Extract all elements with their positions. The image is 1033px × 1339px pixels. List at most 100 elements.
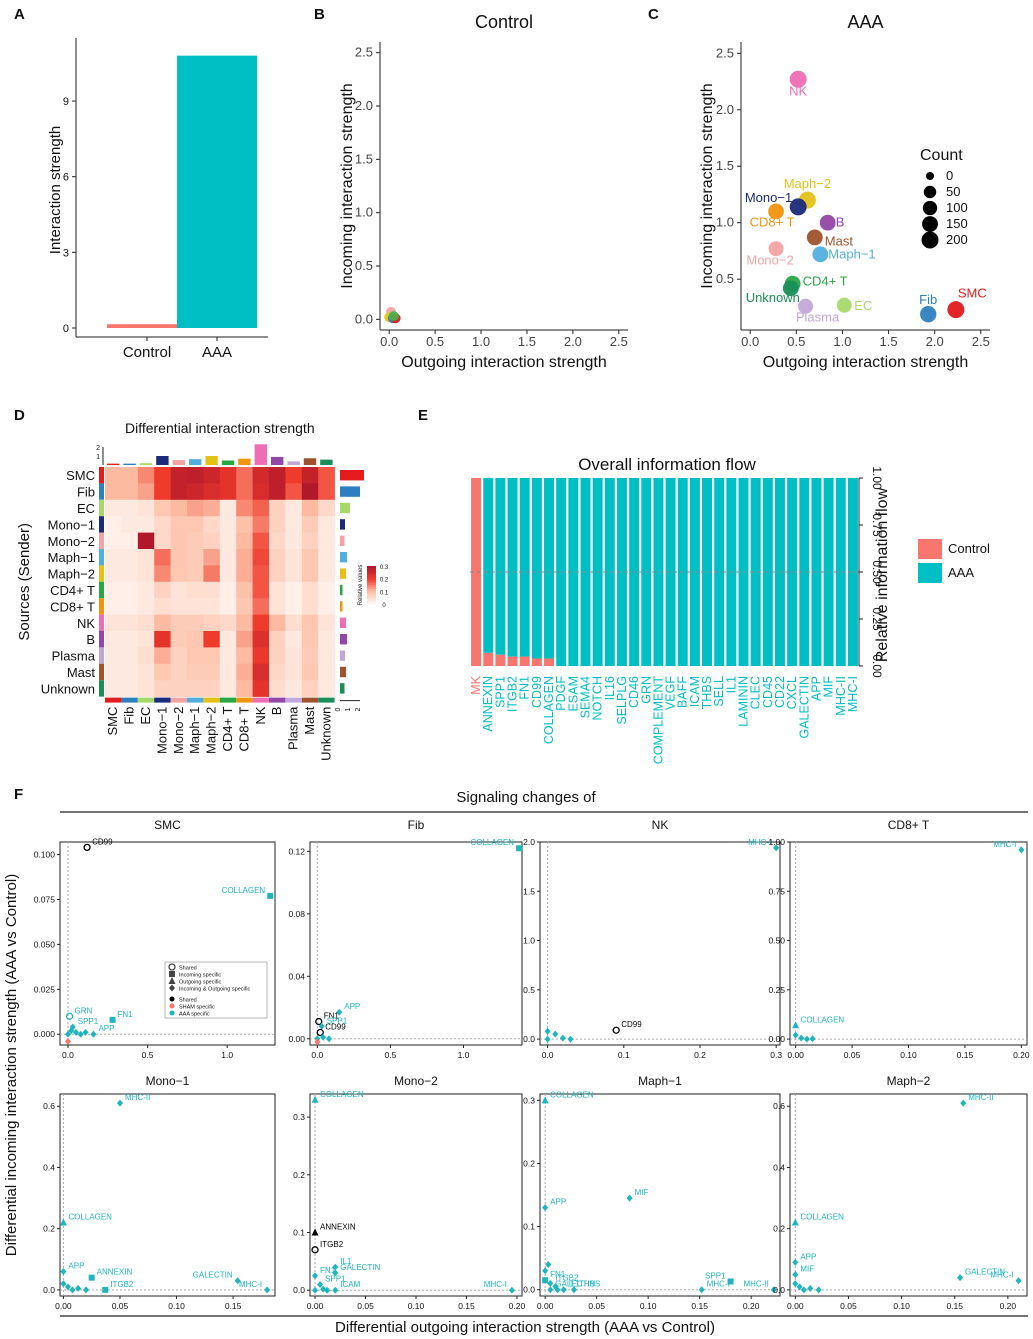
d-heat-cell	[203, 680, 221, 697]
c-point-b	[819, 214, 836, 231]
e-bar-control-collagen	[544, 658, 554, 666]
f-point	[60, 1280, 67, 1288]
d-heat-cell	[203, 663, 221, 681]
c-y-tick-label: 2.0	[716, 102, 734, 117]
d-heat-cell	[137, 467, 155, 484]
f-x-tick-label: 0.5	[384, 1050, 396, 1060]
f-point	[559, 1034, 566, 1042]
f-point-label: MHC-I	[990, 1271, 1013, 1280]
d-heat-cell	[301, 532, 319, 550]
f-point-label: FN1	[320, 1266, 336, 1275]
d-heat-cell	[187, 598, 204, 615]
c-x-tick-label: 0.5	[787, 334, 805, 349]
d-heat-cell	[203, 565, 221, 583]
d-heat-cell	[105, 467, 122, 484]
d-heat-cell	[121, 565, 139, 583]
f-point-label: MHC-II	[968, 1093, 993, 1102]
f-point	[552, 1030, 559, 1038]
d-heat-cell	[203, 532, 221, 550]
d-col-label: Maph−1	[187, 707, 202, 754]
d-row-label: NK	[77, 616, 95, 631]
d-heat-cell	[203, 499, 221, 517]
f-x-tick-label: 0.05	[588, 1301, 605, 1311]
f-subplot-cd8-t: CD8+ T 0.00 0.05 0.10 0.15 0.20 0.00 0.25 0.50 0.…	[768, 818, 1029, 1060]
f-y-tick-label: 0.3	[523, 1095, 535, 1105]
f-subplot-mono-2: Mono−2 0.00 0.05 0.10 0.15 0.20 0.0 0.1 0.2 0.3 CO…	[293, 1074, 525, 1311]
f-subplot-frame	[789, 1093, 1028, 1297]
d-heat-cell	[269, 581, 286, 599]
e-bar-aaa-fn1	[519, 478, 530, 657]
f-x-tick-label: 0.10	[893, 1301, 910, 1311]
d-heat-cell	[236, 516, 253, 533]
d-heat-cell	[252, 483, 270, 501]
c-point-mono-2	[768, 241, 784, 257]
d-row-color-strip	[99, 598, 104, 615]
e-bar-aaa-il16	[604, 478, 615, 666]
f-point	[554, 1286, 561, 1294]
f-x-tick-label: 0.10	[408, 1301, 425, 1311]
e-x-tick-label: THBS	[700, 676, 714, 709]
f-y-tick-label: 0.6	[773, 1101, 785, 1111]
f-y-tick-label: 0.075	[34, 894, 56, 904]
d-heat-cell	[318, 467, 335, 484]
c-x-tick-label: 2.5	[972, 334, 990, 349]
e-y-tick-label: 0.75	[870, 513, 884, 537]
e-bar-aaa-thbs	[702, 478, 713, 666]
f-x-tick-label: 0.00	[787, 1301, 804, 1311]
f-y-tick-label: 0.3	[293, 1112, 305, 1122]
e-x-tick-label: APP	[809, 676, 823, 701]
f-legend-shape-key	[168, 963, 176, 971]
c-x-tick-label: 1.0	[833, 334, 851, 349]
d-col-label: EC	[138, 707, 153, 725]
f-y-tick-label: 0.100	[34, 850, 56, 860]
d-heat-cell	[252, 598, 270, 615]
e-x-tick-label: MK	[469, 675, 483, 694]
f-x-tick-label: 0.00	[307, 1301, 324, 1311]
d-heat-cell	[170, 581, 188, 599]
d-col-color-strip	[236, 697, 253, 703]
f-point-label: FN1	[118, 1010, 134, 1019]
e-x-tick-label: VEGF	[664, 676, 678, 710]
d-col-color-strip	[269, 697, 286, 703]
d-heat-cell	[236, 532, 253, 550]
e-x-tick-label: CD22	[773, 676, 787, 708]
d-heat-cell	[285, 516, 303, 533]
d-heat-cell	[137, 598, 155, 615]
d-heat-cell	[236, 598, 253, 615]
d-row-sum-bar	[340, 502, 350, 514]
f-y-tick-label: 0.0	[523, 1034, 535, 1044]
f-point	[773, 844, 780, 852]
d-legend-gradient-step	[367, 602, 376, 605]
d-heat-cell	[285, 549, 303, 566]
c-legend-size-label: 100	[946, 200, 968, 215]
d-heat-cell	[187, 565, 204, 583]
d-heat-cell	[170, 631, 188, 648]
d-heat-cell	[137, 581, 155, 599]
d-col-label: CD4+ T	[220, 707, 235, 752]
a-y-tick-label: 9	[63, 96, 69, 108]
f-point	[792, 1258, 799, 1266]
e-bar-control-itgb2	[507, 656, 518, 666]
d-legend-gradient-step	[367, 586, 376, 590]
f-point	[698, 1286, 705, 1294]
d-heat-cell	[252, 663, 270, 681]
c-point-label: Fib	[919, 292, 937, 307]
f-point	[75, 1284, 82, 1292]
c-point-plasma	[798, 298, 814, 314]
f-point	[567, 1035, 574, 1043]
f-point-label: FN1	[550, 1270, 566, 1279]
d-heat-cell	[187, 467, 204, 484]
d-heat-cell	[219, 532, 237, 550]
d-row-color-strip	[99, 631, 104, 648]
d-col-label: SMC	[105, 707, 120, 736]
d-heat-cell	[121, 483, 139, 501]
f-point	[116, 1099, 123, 1107]
f-subplot-title: SMC	[154, 818, 181, 832]
e-x-tick-label: CLEC	[749, 676, 763, 709]
d-row-sum-bar	[340, 568, 346, 579]
f-point	[267, 892, 274, 899]
f-point-label: MIF	[635, 1188, 649, 1197]
d-col-sum-bar	[139, 463, 153, 465]
f-subplot-nk: NK 0.0 0.1 0.2 0.3 0.0 0.5 1.0 1.5 2.0 MHC-I CD99	[523, 818, 782, 1060]
d-heat-cell	[137, 614, 155, 632]
